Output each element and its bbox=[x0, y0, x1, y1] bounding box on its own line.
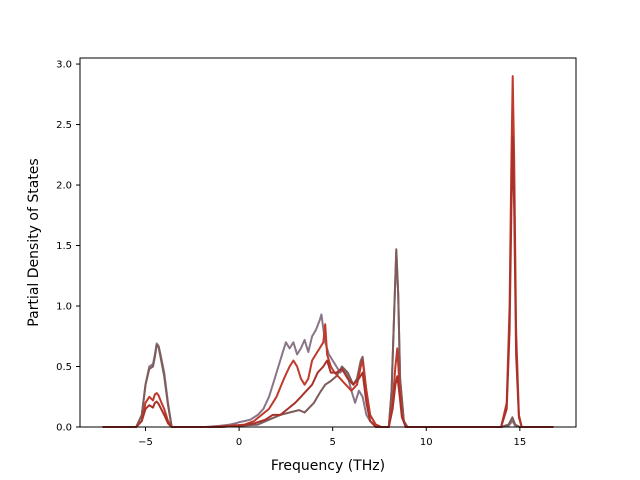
x-tick-label: −5 bbox=[138, 437, 153, 448]
pdos-series-4 bbox=[102, 135, 554, 428]
x-tick-label: 0 bbox=[236, 437, 242, 448]
y-axis: 0.0 0.5 1.0 1.5 2.0 2.5 3.0 bbox=[56, 60, 80, 434]
x-axis-label: Frequency (THz) bbox=[271, 458, 385, 474]
y-tick-label: 0.0 bbox=[56, 423, 72, 434]
x-axis: −5 0 5 10 15 bbox=[138, 427, 526, 448]
axes-frame bbox=[79, 57, 577, 428]
x-tick-label: 5 bbox=[329, 437, 335, 448]
y-tick-label: 2.0 bbox=[56, 181, 72, 192]
y-tick-label: 1.0 bbox=[56, 302, 72, 313]
y-axis-label: Partial Density of States bbox=[26, 158, 42, 326]
y-tick-label: 2.5 bbox=[56, 120, 72, 131]
plot-area bbox=[102, 75, 554, 428]
y-tick-label: 1.5 bbox=[56, 241, 72, 252]
pdos-series-2 bbox=[102, 248, 554, 428]
x-tick-label: 15 bbox=[513, 437, 526, 448]
y-tick-label: 3.0 bbox=[56, 60, 72, 71]
x-tick-label: 10 bbox=[420, 437, 433, 448]
y-tick-label: 0.5 bbox=[56, 362, 72, 373]
